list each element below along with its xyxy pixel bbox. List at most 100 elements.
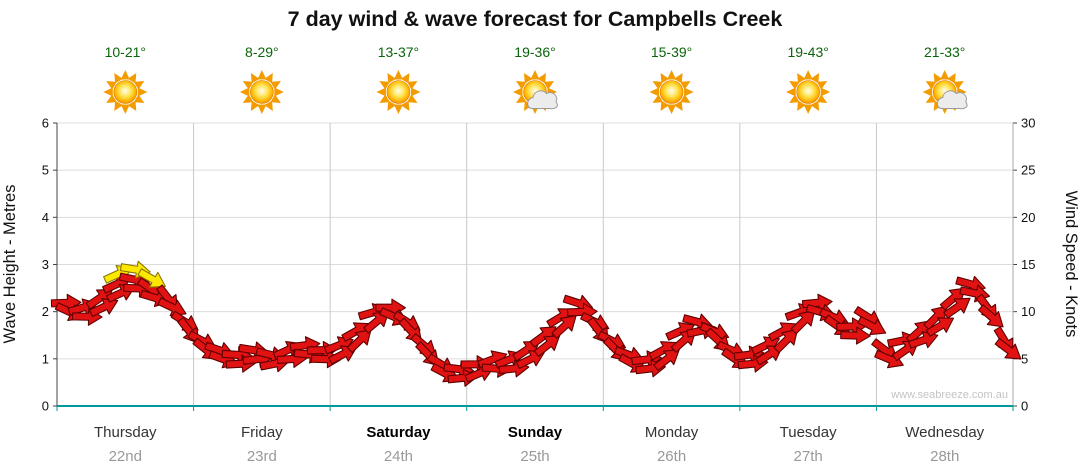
sun-icon [239,70,284,114]
cloud-icon [527,90,558,110]
sun-ray [407,81,418,90]
sun-icon [376,70,421,114]
day-name-label: Saturday [366,424,431,441]
sun-ray [120,104,130,114]
sun-ray [515,94,527,103]
sun-ray [797,100,806,112]
wind-arrow [533,334,561,357]
sun-ray [239,87,250,97]
left-tick-label: 2 [42,304,49,319]
sun-ray [673,100,683,112]
wind-arrow [925,317,955,337]
watermark: www.seabreeze.com.au [890,389,1008,401]
sun-core [796,80,820,104]
sun-ray [393,70,403,80]
cloud-icon [936,90,968,110]
sun-ray [387,72,397,84]
left-tick-label: 5 [42,163,49,178]
day-date-label: 23rd [247,448,277,465]
sun-ray [133,81,145,90]
sun-ray [270,81,281,90]
wind-arrow [977,304,1004,328]
day-name-label: Monday [645,424,699,441]
sun-ray [379,81,390,90]
sun-ray [537,72,546,84]
wind-arrow [790,309,816,335]
right-tick-label: 15 [1021,257,1035,272]
day-name-label: Tuesday [780,424,837,441]
wind-arrow [939,287,966,311]
temp-range-label: 8-29° [245,44,279,60]
wind-arrow [857,316,887,336]
left-tick-label: 0 [42,399,49,414]
left-tick-label: 6 [42,116,49,131]
partly-cloudy-icon [922,70,968,114]
sun-ray [127,100,137,112]
temp-range-label: 13-37° [378,44,419,60]
sun-ray [387,100,397,112]
sun-ray [789,94,800,103]
sun-ray [513,87,523,97]
partly-cloudy-icon [513,70,558,114]
wind-arrow [773,328,799,354]
sun-ray [530,70,540,80]
sun-ray [250,100,260,112]
sun-icon [103,70,148,114]
day-name-label: Wednesday [905,424,984,441]
day-name-label: Sunday [508,424,563,441]
sun-ray [680,81,691,90]
sun-ray [786,87,796,97]
day-date-label: 27th [794,448,823,465]
wind-arrow [89,298,119,317]
temp-range-label: 21-33° [924,44,965,60]
wind-arrow [551,315,577,339]
sun-ray [393,104,403,114]
wind-arrow [755,345,784,366]
sun-ray [660,72,670,84]
sun-ray [250,72,260,84]
sun-ray [649,87,660,97]
left-tick-label: 4 [42,210,49,225]
sun-ray [270,94,281,103]
sun-ray [947,72,956,84]
sun-ray [652,81,663,90]
sun-ray [524,72,533,84]
temp-range-label: 19-36° [514,44,555,60]
temp-range-label: 19-43° [787,44,828,60]
sun-ray [515,81,527,90]
sun-ray [803,104,813,114]
sun-ray [673,72,683,84]
sun-ray [925,94,937,103]
sun-icon [786,70,831,114]
sun-ray [242,94,254,103]
sun-ray [684,87,694,97]
storm-wind-arrow [137,268,166,288]
sun-ray [810,72,820,84]
sun-ray [680,94,691,103]
sun-ray [400,72,410,84]
sun-ray [803,70,813,80]
sun-ray [953,81,964,90]
sun-ray [925,81,937,90]
day-date-label: 22nd [109,448,142,465]
right-axis-title: Wind Speed - Knots [1062,191,1080,338]
wind-arrow [648,341,678,361]
sun-ray [103,87,113,97]
right-tick-label: 5 [1021,351,1028,366]
chart-title: 7 day wind & wave forecast for Campbells… [288,7,783,31]
sun-icon [649,70,694,114]
sun-ray [264,72,273,84]
day-date-label: 26th [657,448,686,465]
sun-ray [810,100,820,112]
sun-ray [106,94,117,103]
sun-ray [264,100,273,112]
wind-arrow [653,349,680,371]
sun-ray [797,72,806,84]
sun-ray [120,70,130,80]
day-name-label: Friday [241,424,283,441]
sun-ray [816,94,828,103]
sun-ray [257,70,267,80]
right-tick-label: 0 [1021,399,1028,414]
